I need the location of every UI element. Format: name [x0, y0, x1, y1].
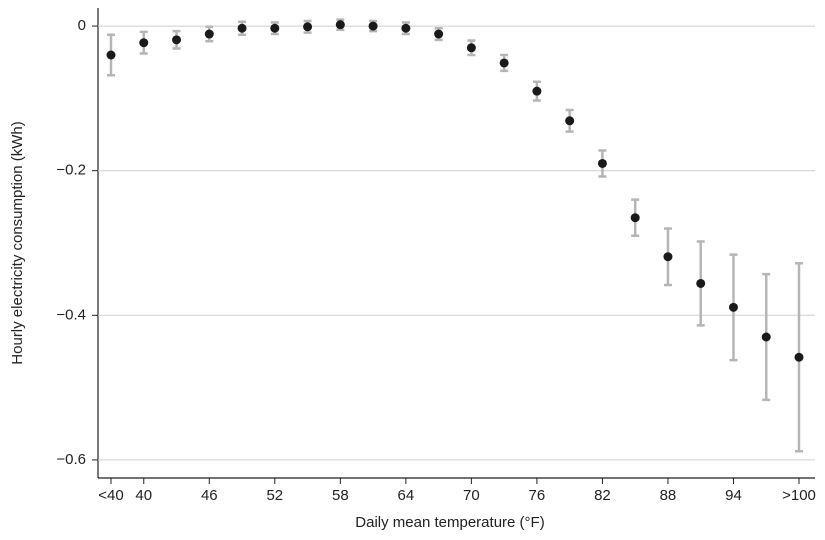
x-tick-label: 64 — [398, 487, 415, 504]
y-axis-title: Hourly electricity consumption (kWh) — [9, 121, 26, 364]
point — [434, 29, 444, 39]
x-tick-label: 58 — [332, 487, 349, 504]
point — [335, 20, 345, 30]
point — [204, 29, 214, 39]
x-tick-label: 88 — [660, 487, 677, 504]
point — [663, 252, 673, 262]
y-tick-label: −0.2 — [56, 162, 86, 179]
point — [237, 23, 247, 33]
point — [728, 302, 738, 312]
point — [794, 352, 804, 362]
x-tick-label: 46 — [201, 487, 218, 504]
x-tick-label: >100 — [782, 487, 816, 504]
point — [368, 21, 378, 31]
x-tick-label: <40 — [98, 487, 123, 504]
x-tick-label: 76 — [529, 487, 546, 504]
point — [172, 35, 182, 45]
point — [630, 213, 640, 223]
point — [303, 22, 313, 32]
point — [106, 50, 116, 60]
point — [532, 86, 542, 96]
x-tick-label: 52 — [266, 487, 283, 504]
point — [139, 38, 149, 48]
point — [401, 23, 411, 33]
y-tick-label: −0.6 — [56, 451, 86, 468]
point — [597, 158, 607, 168]
point — [499, 58, 509, 68]
y-tick-label: −0.4 — [56, 306, 86, 323]
x-axis-title: Daily mean temperature (°F) — [355, 514, 544, 531]
x-tick-label: 82 — [594, 487, 611, 504]
x-tick-label: 70 — [463, 487, 480, 504]
point — [270, 23, 280, 33]
y-tick-label: 0 — [78, 17, 86, 34]
point — [466, 43, 476, 53]
x-tick-label: 94 — [725, 487, 742, 504]
x-tick-label: 40 — [135, 487, 152, 504]
point — [696, 278, 706, 288]
point — [565, 116, 575, 126]
point — [761, 332, 771, 342]
